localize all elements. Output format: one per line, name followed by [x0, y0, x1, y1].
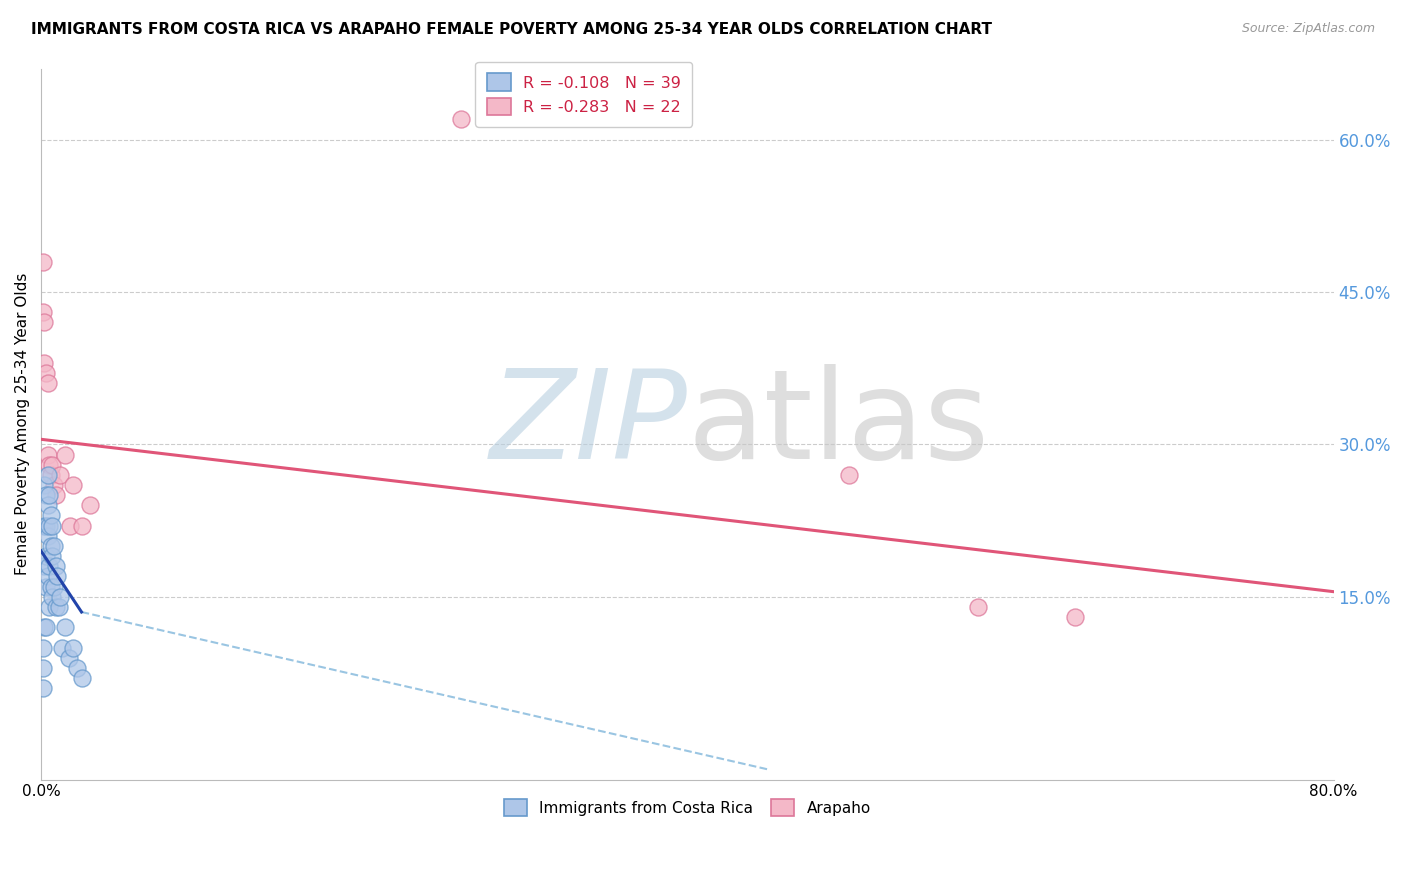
Y-axis label: Female Poverty Among 25-34 Year Olds: Female Poverty Among 25-34 Year Olds — [15, 273, 30, 575]
Point — [42, 478, 65, 492]
Point — [39, 539, 62, 553]
Point — [45, 599, 67, 614]
Point — [34, 316, 56, 330]
Point — [62, 478, 84, 492]
Point — [53, 448, 76, 462]
Point — [31, 640, 53, 655]
Point — [35, 580, 58, 594]
Point — [31, 661, 53, 675]
Point — [35, 518, 58, 533]
Point — [34, 518, 56, 533]
Point — [41, 518, 63, 533]
Point — [34, 559, 56, 574]
Point — [39, 467, 62, 482]
Point — [35, 620, 58, 634]
Point — [48, 599, 70, 614]
Point — [70, 518, 93, 533]
Point — [53, 620, 76, 634]
Point — [37, 467, 59, 482]
Point — [45, 488, 67, 502]
Point — [58, 650, 80, 665]
Point — [31, 254, 53, 268]
Point — [45, 559, 67, 574]
Point — [34, 478, 56, 492]
Point — [31, 305, 53, 319]
Point — [66, 661, 89, 675]
Point — [41, 590, 63, 604]
Point — [38, 518, 60, 533]
Point — [70, 671, 93, 685]
Point — [38, 559, 60, 574]
Text: Source: ZipAtlas.com: Source: ZipAtlas.com — [1241, 22, 1375, 36]
Point — [49, 590, 72, 604]
Point — [79, 499, 101, 513]
Point — [34, 356, 56, 370]
Point — [42, 580, 65, 594]
Point — [34, 620, 56, 634]
Point — [35, 549, 58, 563]
Legend: Immigrants from Costa Rica, Arapaho: Immigrants from Costa Rica, Arapaho — [495, 790, 880, 825]
Point — [46, 569, 69, 583]
Point — [41, 549, 63, 563]
Point — [41, 458, 63, 472]
Point — [35, 488, 58, 502]
Point — [37, 376, 59, 391]
Point — [1064, 610, 1087, 624]
Point — [38, 458, 60, 472]
Point — [31, 681, 53, 696]
Point — [62, 640, 84, 655]
Point — [51, 640, 73, 655]
Point — [59, 518, 82, 533]
Point — [37, 499, 59, 513]
Point — [838, 467, 860, 482]
Point — [37, 569, 59, 583]
Text: IMMIGRANTS FROM COSTA RICA VS ARAPAHO FEMALE POVERTY AMONG 25-34 YEAR OLDS CORRE: IMMIGRANTS FROM COSTA RICA VS ARAPAHO FE… — [31, 22, 991, 37]
Text: ZIP: ZIP — [489, 364, 688, 484]
Point — [37, 448, 59, 462]
Point — [38, 488, 60, 502]
Text: atlas: atlas — [688, 364, 990, 484]
Point — [38, 599, 60, 614]
Point — [42, 539, 65, 553]
Point — [37, 529, 59, 543]
Point — [35, 366, 58, 380]
Point — [39, 508, 62, 523]
Point — [967, 599, 990, 614]
Point — [39, 580, 62, 594]
Point — [49, 467, 72, 482]
Point — [450, 112, 472, 127]
